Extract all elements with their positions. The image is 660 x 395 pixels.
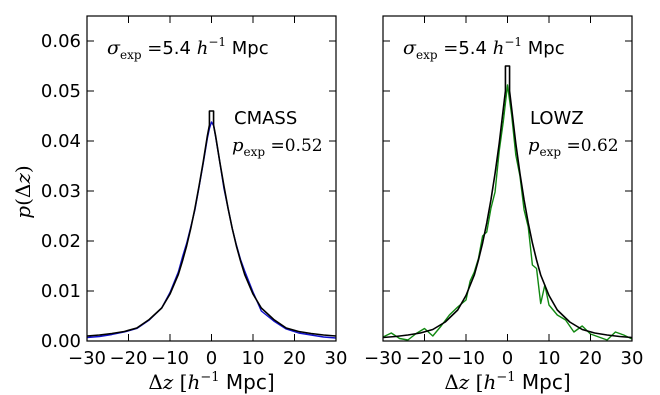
- x-tick-label: −20: [110, 348, 148, 369]
- x-tick-label: 0: [502, 348, 513, 369]
- pexp-annotation: pexp =0.62: [528, 135, 619, 159]
- x-tick-label: 20: [283, 348, 306, 369]
- x-tick-label: −10: [151, 348, 189, 369]
- sigma-annotation: σexp =5.4 h−1 Mpc: [107, 35, 269, 62]
- y-tick-label: 0.00: [41, 331, 81, 352]
- sample-label: CMASS: [234, 108, 297, 129]
- sigma-annotation: σexp =5.4 h−1 Mpc: [403, 35, 565, 62]
- pexp-annotation: pexp =0.52: [232, 135, 323, 159]
- panel-cmass: −30 −20 −10 0 10 20 30 0.00 0.01 0.02 0.03 0.04 0.05…: [41, 15, 348, 394]
- x-tick-label: 20: [579, 348, 602, 369]
- x-tick-label: 30: [325, 348, 348, 369]
- y-tick-label: 0.02: [41, 231, 81, 252]
- x-axis-label: Δz [h−1 Mpc]: [444, 370, 570, 394]
- y-tick-label: 0.04: [41, 131, 81, 152]
- y-tick-label: 0.06: [41, 31, 81, 52]
- x-tick-label: −10: [447, 348, 485, 369]
- x-axis-label: Δz [h−1 Mpc]: [148, 370, 274, 394]
- y-axis-label: p(Δz): [11, 165, 35, 218]
- x-tick-label: 30: [621, 348, 644, 369]
- sample-label: LOWZ: [530, 108, 584, 129]
- x-tick-label: 10: [242, 348, 265, 369]
- plot-frame: [382, 15, 633, 342]
- y-tick-label: 0.05: [41, 81, 81, 102]
- y-tick-label: 0.01: [41, 281, 81, 302]
- x-tick-label: 10: [538, 348, 561, 369]
- x-tick-label: −30: [364, 348, 402, 369]
- series-line-model: [383, 65, 632, 339]
- x-tick-label: 0: [206, 348, 217, 369]
- y-tick-label: 0.03: [41, 181, 81, 202]
- panel-lowz: −30 −20 −10 0 10 20 30 Δz [h−1 Mpc] σexp =5.4 h−…: [364, 15, 644, 394]
- series-line-model: [87, 110, 336, 337]
- x-tick-label: −30: [68, 348, 106, 369]
- series-line-lowz: [383, 84, 632, 341]
- plot-frame: [86, 15, 337, 342]
- x-tick-label: −20: [406, 348, 444, 369]
